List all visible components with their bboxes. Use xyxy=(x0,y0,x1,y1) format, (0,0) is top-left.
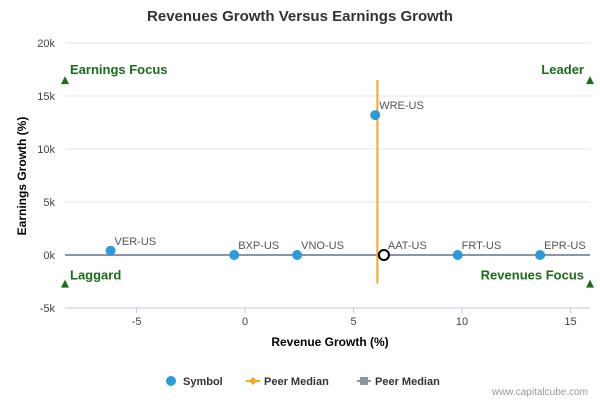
y-tick-label: 0k xyxy=(43,250,55,262)
y-tick-label: 20k xyxy=(37,38,55,50)
legend-square-marker xyxy=(360,377,368,385)
highlight-point xyxy=(377,249,390,261)
quadrant-label: Revenues Focus xyxy=(481,268,584,283)
data-point-label: FRT-US xyxy=(462,240,502,252)
quadrant-triangle-marker xyxy=(61,279,69,288)
y-axis: -5k 0k 5k 10k 15k 20k xyxy=(37,38,55,315)
data-point xyxy=(105,245,116,256)
legend-diamond-marker xyxy=(249,377,257,385)
legend: Symbol Peer Median Peer Median xyxy=(166,376,440,388)
chart-title: Revenues Growth Versus Earnings Growth xyxy=(147,8,453,25)
data-point-label: BXP-US xyxy=(238,240,279,252)
y-tick-label: 15k xyxy=(37,91,55,103)
x-tick-label: 10 xyxy=(456,316,468,328)
data-point xyxy=(535,250,546,260)
x-tick-label: -5 xyxy=(132,316,142,328)
legend-label: Peer Median xyxy=(375,376,440,388)
data-point-label: VNO-US xyxy=(301,240,344,252)
peer-median-lines xyxy=(65,80,590,284)
data-point xyxy=(370,110,381,121)
x-tick-label: 5 xyxy=(350,316,356,328)
quadrant-labels: Earnings Focus Leader Laggard Revenues Focu… xyxy=(61,62,594,288)
x-tick-label: 0 xyxy=(242,316,248,328)
data-points: WRE-US VER-US BXP-US VNO-US FRT-US EPR-US AAT-… xyxy=(105,100,586,261)
y-tick-label: 5k xyxy=(43,197,55,209)
data-point-label: EPR-US xyxy=(544,240,586,252)
quadrant-triangle-marker xyxy=(586,279,594,288)
data-point xyxy=(292,250,303,260)
quadrant-triangle-marker xyxy=(61,76,69,85)
y-tick-label: -5k xyxy=(40,303,56,315)
y-axis-title: Earnings Growth (%) xyxy=(15,117,29,236)
x-axis-title: Revenue Growth (%) xyxy=(271,335,388,349)
legend-symbol-dot xyxy=(166,376,176,386)
x-axis: -5 0 5 10 15 xyxy=(65,307,590,328)
legend-label: Peer Median xyxy=(264,376,329,388)
data-point xyxy=(452,250,463,260)
credit-text: www.capitalcube.com xyxy=(491,387,588,398)
legend-label: Symbol xyxy=(183,376,223,388)
data-point-label: VER-US xyxy=(115,236,157,248)
y-tick-label: 10k xyxy=(37,144,55,156)
quadrant-label: Laggard xyxy=(70,268,121,283)
x-tick-label: 15 xyxy=(564,316,576,328)
quadrant-label: Earnings Focus xyxy=(70,62,168,77)
highlight-point-label: AAT-US xyxy=(388,240,427,252)
quadrant-triangle-marker xyxy=(586,76,594,85)
data-point-label: WRE-US xyxy=(379,100,424,112)
quadrant-label: Leader xyxy=(541,62,584,77)
data-point xyxy=(229,250,240,260)
